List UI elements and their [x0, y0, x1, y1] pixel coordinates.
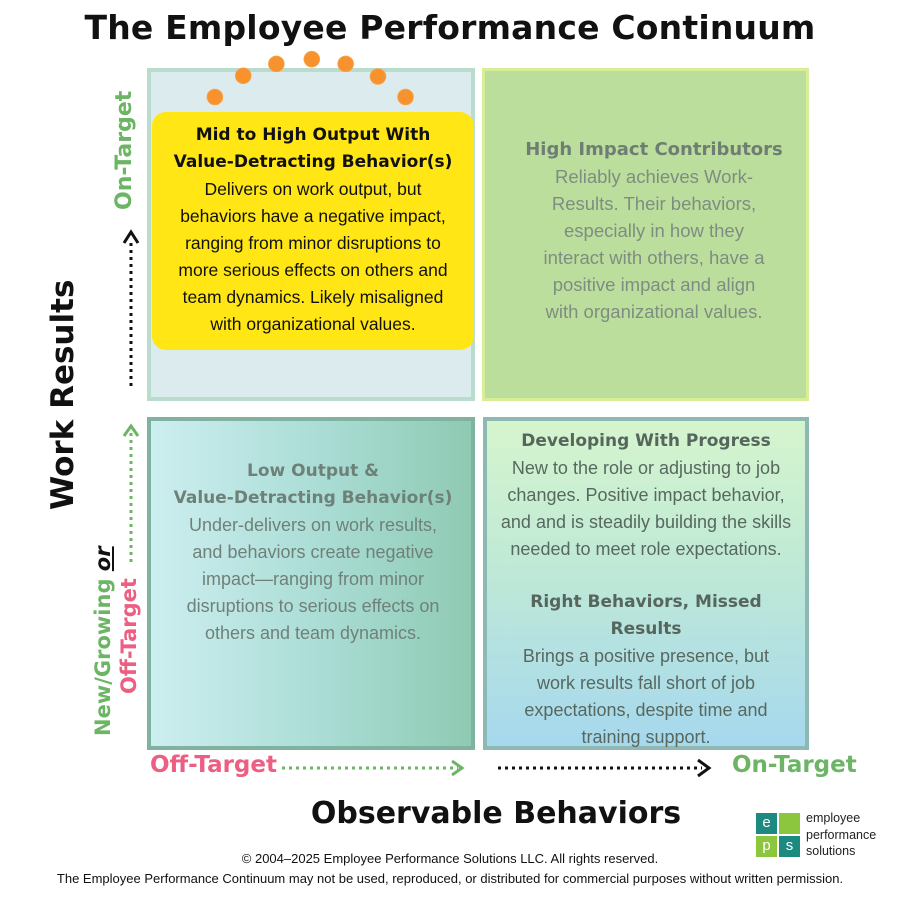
logo-letter-e: e: [756, 813, 777, 834]
quadrant-body-line: Results. Their behaviors,: [551, 193, 757, 214]
quadrant-body-line: with organizational values.: [210, 314, 416, 334]
logo-text-line: performance: [806, 827, 877, 842]
burst-dot: [337, 55, 354, 73]
x-axis-arrow-off-target: [282, 759, 465, 777]
quadrant-body-line: behaviors have a negative impact,: [180, 206, 446, 226]
logo-letter-s: s: [779, 836, 800, 857]
quadrant-body-line: with organizational values.: [545, 301, 763, 322]
quadrant-title: Value-Detracting Behavior(s): [173, 488, 453, 508]
y-axis-top-label: On-Target: [112, 90, 137, 210]
quadrant-body-line: Brings a positive presence, but: [522, 646, 770, 666]
x-axis-left-label: Off-Target: [150, 752, 277, 778]
y-axis-title: Work Results: [45, 279, 81, 510]
quadrant-body-line: changes. Positive impact behavior,: [507, 485, 785, 505]
y-axis-off-target: Off-Target: [117, 578, 141, 694]
quadrant-title: Developing With Progress: [521, 431, 771, 451]
quadrant-body-line: ranging from minor disruptions to: [185, 233, 441, 253]
quadrant-body-line: Reliably achieves Work-: [554, 166, 754, 187]
x-axis-right-label: On-Target: [732, 752, 857, 778]
page-title: The Employee Performance Continuum: [84, 8, 816, 47]
quadrant-body-line: impact—ranging from minor: [201, 569, 425, 589]
y-axis-new-growing: New/Growing: [91, 578, 115, 737]
quadrant-title: Results: [610, 619, 682, 639]
quadrant-body-line: expectations, despite time and: [524, 700, 768, 720]
logo-text: employee performance solutions: [806, 810, 876, 860]
quadrant-body-line: and behaviors create negative: [192, 542, 434, 562]
quadrant-title: Right Behaviors, Missed: [530, 592, 762, 612]
quadrant-body-line: Delivers on work output, but: [204, 179, 422, 199]
y-axis-bottom-label: New/Growing or: [91, 546, 115, 736]
burst-dot: [303, 50, 321, 68]
burst-dot: [206, 88, 224, 106]
quadrant-body-line: needed to meet role expectations.: [510, 539, 782, 559]
burst-dot: [234, 67, 252, 84]
quadrant-bottom-left-text: Low Output & Value-Detracting Behavior(s…: [152, 458, 474, 647]
quadrant-body-line: disruptions to serious effects on: [186, 596, 440, 616]
eps-logo: e p s: [756, 813, 801, 858]
logo-letter-p: p: [756, 836, 777, 857]
quadrant-body-line: training support.: [581, 727, 711, 747]
logo-block: [779, 813, 800, 834]
highlight-yellow-panel: [152, 112, 474, 350]
y-axis-arrow-upper: [122, 229, 140, 386]
quadrant-body-line: and and is steadily building the skills: [500, 512, 792, 532]
quadrant-body-line: Under-delivers on work results,: [188, 515, 438, 535]
quadrant-body-line: interact with others, have a: [543, 247, 765, 268]
quadrant-body-line: work results fall short of job: [536, 673, 756, 693]
quadrant-body-line: team dynamics. Likely misaligned: [182, 287, 444, 307]
quadrant-title: Low Output &: [247, 461, 379, 481]
quadrant-title: High Impact Contributors: [525, 139, 783, 160]
y-axis-arrow-lower: [122, 423, 140, 562]
x-axis-title: Observable Behaviors: [310, 796, 682, 831]
quadrant-body-line: others and team dynamics.: [204, 623, 422, 643]
logo-text-line: employee: [806, 811, 861, 825]
quadrant-bottom-right-text: Developing With Progress New to the role…: [487, 428, 805, 751]
quadrant-title: Value-Detracting Behavior(s): [173, 152, 453, 172]
x-axis-arrow-on-target: [498, 758, 712, 778]
quadrant-top-right: [482, 68, 809, 401]
quadrant-bottom-left: [147, 417, 475, 750]
quadrant-top-left-text: Mid to High Output With Value-Detracting…: [152, 122, 474, 338]
y-axis-or: or: [91, 546, 115, 572]
quadrant-body-line: especially in how they: [564, 220, 744, 241]
logo-text-line: solutions: [806, 844, 856, 858]
quadrant-body-line: more serious effects on others and: [178, 260, 448, 280]
burst-dot: [369, 68, 387, 85]
quadrant-top-right-text: High Impact Contributors Reliably achiev…: [495, 136, 813, 325]
burst-dot: [397, 88, 414, 106]
copyright-text: © 2004–2025 Employee Performance Solutio…: [241, 851, 659, 866]
usage-notice: The Employee Performance Continuum may n…: [56, 871, 844, 886]
quadrant-bottom-right: [483, 417, 809, 750]
quadrant-body-line: New to the role or adjusting to job: [511, 458, 781, 478]
burst-dot: [268, 55, 285, 73]
quadrant-title: Mid to High Output With: [195, 125, 431, 145]
quadrant-body-line: positive impact and align: [552, 274, 756, 295]
